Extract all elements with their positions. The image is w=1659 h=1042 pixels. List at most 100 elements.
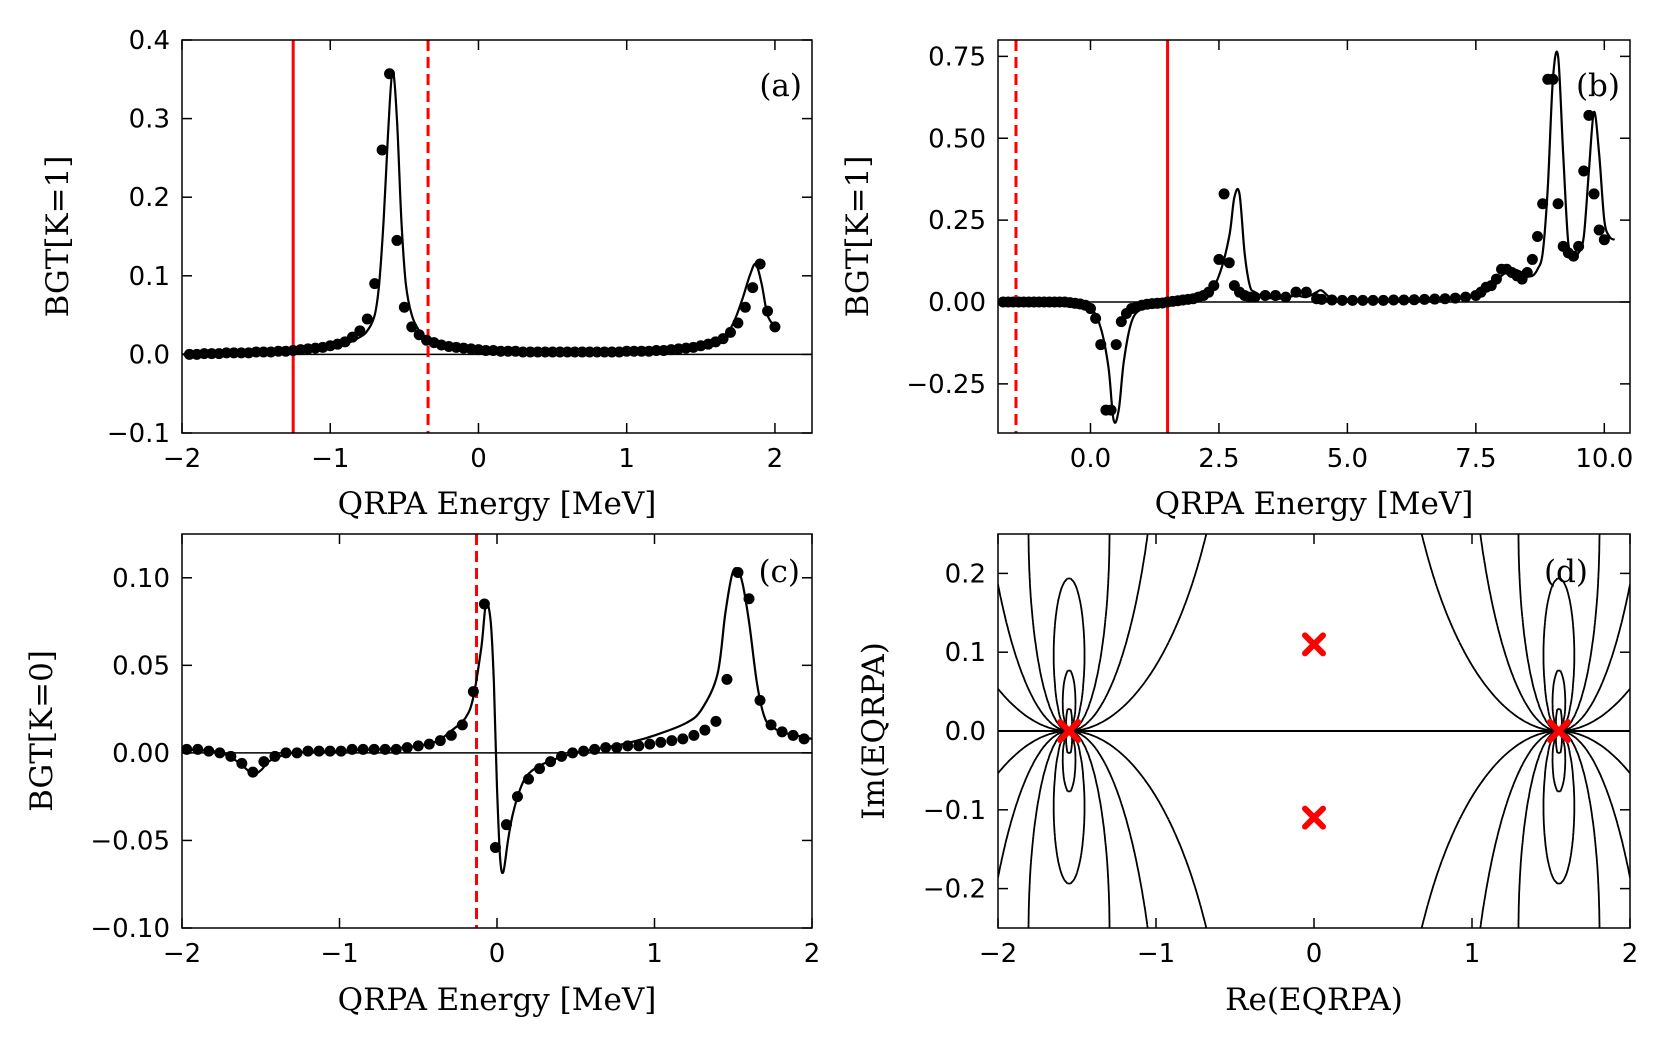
panel-b-frame	[997, 39, 1631, 434]
strength-curve	[182, 70, 776, 356]
xtick-label: 2.5	[1198, 444, 1239, 474]
data-point	[677, 733, 689, 745]
data-point	[478, 598, 490, 610]
data-point	[534, 763, 546, 775]
xtick-label: 1	[646, 939, 663, 969]
xtick-label: 7.5	[1455, 444, 1496, 474]
ytick-label: 0.25	[928, 206, 986, 236]
panel-b-label: (b)	[1576, 68, 1620, 104]
xtick-label: −1	[1137, 939, 1175, 969]
data-point	[280, 747, 292, 759]
data-point	[192, 743, 204, 755]
data-point	[511, 791, 523, 803]
data-point	[1300, 286, 1312, 298]
data-point	[225, 750, 237, 762]
data-point	[567, 747, 579, 759]
data-point	[747, 282, 759, 294]
data-point	[214, 747, 226, 759]
red-x-marker	[1546, 719, 1571, 743]
data-point	[762, 305, 774, 317]
data-point	[1583, 109, 1595, 121]
data-point	[291, 747, 303, 759]
xtick-label: 10.0	[1575, 444, 1633, 474]
data-point	[1567, 250, 1579, 262]
panel-c-label: (c)	[758, 554, 800, 590]
data-point	[769, 321, 781, 333]
data-point	[203, 745, 215, 757]
data-point	[578, 745, 590, 757]
panel-a-label: (a)	[759, 68, 802, 104]
data-point	[369, 278, 381, 290]
xtick-label: 2	[767, 444, 784, 474]
data-point	[688, 729, 700, 741]
ytick-label: 0.05	[112, 651, 170, 681]
ytick-label: 0.1	[129, 262, 170, 292]
data-point	[754, 258, 766, 270]
data-point	[1377, 294, 1389, 306]
data-point	[357, 743, 369, 755]
panel-b-ylabel: BGT[K=1]	[840, 156, 876, 318]
data-point	[1598, 234, 1610, 246]
ytick-label: 0.00	[928, 288, 986, 318]
red-x-marker	[1302, 805, 1326, 830]
data-point	[354, 325, 366, 337]
data-point	[1547, 73, 1559, 85]
data-point	[500, 819, 512, 831]
ytick-label: 0.4	[129, 26, 170, 56]
data-point	[401, 742, 413, 754]
data-point	[545, 756, 557, 768]
data-point	[1290, 286, 1302, 298]
data-point	[236, 757, 248, 769]
contour-line-positive	[1027, 534, 1601, 928]
data-point	[798, 733, 810, 745]
ytick-label: −0.1	[107, 419, 170, 449]
data-point	[1521, 267, 1533, 279]
xtick-label: −1	[320, 939, 358, 969]
data-point	[1115, 316, 1127, 328]
data-point	[1573, 240, 1585, 252]
ytick-label: 0.00	[112, 739, 170, 769]
data-point	[724, 326, 736, 338]
contour-line-positive	[1052, 577, 1576, 885]
data-point	[346, 331, 358, 343]
panel-d: −2 −1 0 1 2 −0.2 −0.1 0.0 0.1 0.2 (d) Re(EQRPA) I…	[856, 533, 1638, 1018]
data-point	[1280, 291, 1292, 303]
xtick-label: 2	[804, 939, 821, 969]
data-point	[1578, 165, 1590, 177]
data-point	[666, 735, 678, 747]
ytick-label: −0.2	[923, 875, 986, 905]
data-point	[787, 729, 799, 741]
data-point	[611, 742, 623, 754]
data-point	[523, 773, 534, 785]
contour-line-negative	[1052, 577, 1576, 885]
data-point	[379, 743, 391, 755]
data-point	[445, 729, 457, 741]
ytick-label: −0.1	[923, 796, 986, 826]
data-point	[1326, 294, 1338, 306]
data-point	[1593, 224, 1605, 236]
data-point	[1552, 198, 1564, 210]
panel-d-frame	[997, 533, 1631, 929]
data-point	[1604, 0, 1615, 6]
xtick-label: 0	[470, 444, 487, 474]
data-point	[313, 745, 325, 757]
panel-d-ticks: −2 −1 0 1 2 −0.2 −0.1 0.0 0.1 0.2	[923, 534, 1638, 969]
panel-a-frame	[181, 39, 813, 434]
data-point	[1336, 294, 1348, 306]
panel-d-ylabel: Im(EQRPA)	[856, 642, 892, 820]
panel-a: −2 −1 0 1 2 −0.1 0.0 0.1 0.2 0.3 0.4 (a) QRPA Ener…	[40, 26, 813, 522]
ytick-label: 0.10	[112, 564, 170, 594]
ytick-label: 0.2	[945, 559, 986, 589]
data-point	[1532, 231, 1544, 242]
data-point	[622, 740, 634, 752]
data-point	[717, 333, 729, 345]
data-point	[732, 567, 744, 579]
xtick-label: −1	[311, 444, 349, 474]
data-point	[1105, 404, 1117, 416]
data-point	[412, 740, 424, 752]
data-point	[739, 301, 751, 313]
data-point	[1357, 294, 1369, 306]
data-point	[324, 745, 336, 757]
data-point	[1316, 293, 1328, 305]
